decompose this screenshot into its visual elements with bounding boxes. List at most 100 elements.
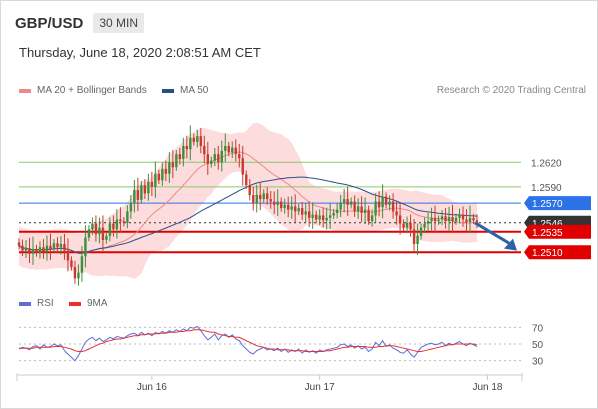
candle-body <box>161 168 164 181</box>
x-axis-label: Jun 16 <box>137 382 167 393</box>
symbol-title: GBP/USD <box>15 14 84 32</box>
price-label-support: 1.2510 <box>524 245 591 259</box>
candle-body <box>154 173 157 187</box>
candle-body <box>402 223 405 228</box>
legend-ma-bollinger: MA 20 + Bollinger Bands <box>19 85 147 96</box>
x-axis: Jun 16 Jun 17 Jun 18 <box>16 373 523 393</box>
candle-body <box>255 195 258 204</box>
candle-body <box>433 217 437 222</box>
price-label-pivot: 1.2570 <box>524 196 591 211</box>
candle-body <box>224 145 227 151</box>
candle-body <box>468 217 472 222</box>
candle-body <box>332 212 335 216</box>
rsi-swatch-icon <box>19 301 31 306</box>
candle-body <box>38 247 42 254</box>
candle-body <box>231 147 234 153</box>
candle-body <box>42 247 45 252</box>
candle-body <box>140 185 143 200</box>
rsi-tick-label: 30 <box>532 357 544 368</box>
candles-layer <box>17 125 479 286</box>
forecast-arrow-head <box>504 238 517 251</box>
candle-body <box>363 209 367 213</box>
chart-timestamp: Thursday, June 18, 2020 2:08:51 AM CET <box>19 45 261 60</box>
candle-body <box>318 215 321 220</box>
candle-body <box>105 235 108 240</box>
candle-body <box>108 223 112 236</box>
candle-body <box>248 185 251 195</box>
candle-body <box>129 203 133 212</box>
candle-body <box>234 147 237 155</box>
candle-body <box>430 217 433 222</box>
legend-rsi: RSI <box>19 298 54 309</box>
candle-body <box>115 219 119 230</box>
candle-body <box>150 181 154 187</box>
candle-body <box>269 199 272 202</box>
candle-body <box>262 193 265 200</box>
candle-body <box>346 199 349 205</box>
candle-body <box>405 222 409 228</box>
candle-body <box>171 162 175 168</box>
candle-body <box>31 248 35 254</box>
rsi-tick-label: 70 <box>532 323 544 334</box>
x-axis-label: Jun 17 <box>305 382 335 393</box>
candle-body <box>465 219 468 222</box>
candle-body <box>119 219 122 222</box>
candle-body <box>252 195 255 204</box>
timeframe-badge[interactable]: 30 MIN <box>93 13 145 33</box>
candle-body <box>314 214 318 220</box>
candle-body <box>178 154 182 160</box>
candle-body <box>360 206 363 213</box>
candle-body <box>266 193 269 200</box>
candle-body <box>342 199 346 204</box>
candle-body <box>426 221 430 224</box>
candle-body <box>59 244 63 248</box>
forecast-arrow-layer <box>474 221 517 251</box>
candle-body <box>56 243 59 248</box>
rsi-tick-label: 50 <box>532 340 544 351</box>
candle-body <box>28 248 31 254</box>
candle-body <box>91 223 94 230</box>
candle-body <box>87 229 91 238</box>
rsi-line <box>18 325 478 362</box>
candle-body <box>213 154 216 161</box>
legend-ma50-label: MA 50 <box>180 85 209 96</box>
candle-body <box>451 217 454 222</box>
moving-averages-layer <box>18 151 478 254</box>
candle-body <box>52 243 56 249</box>
chart-header: GBP/USD 30 MIN <box>15 11 145 35</box>
candle-body <box>182 145 185 160</box>
candle-body <box>210 160 213 164</box>
rsi-ma-line <box>19 329 478 352</box>
price-level-label: 1.2570 <box>532 199 563 210</box>
research-credit: Research © 2020 Trading Central <box>436 85 586 96</box>
candle-body <box>94 223 98 235</box>
rsi-ma-swatch-icon <box>69 301 81 306</box>
candle-body <box>353 201 356 212</box>
candle-body <box>374 201 377 216</box>
candle-body <box>391 201 395 212</box>
candle-body <box>356 206 360 212</box>
candle-body <box>98 227 101 235</box>
candle-body <box>293 206 297 212</box>
candle-body <box>454 217 458 222</box>
price-label-box <box>524 196 591 211</box>
candle-body <box>412 229 416 245</box>
x-axis-label: Jun 18 <box>472 382 502 393</box>
candle-body <box>245 174 248 186</box>
candle-body <box>377 201 381 208</box>
candle-body <box>335 209 339 213</box>
bollinger-band-area <box>19 122 477 279</box>
candle-body <box>168 162 171 174</box>
candle-body <box>45 245 49 252</box>
price-level-label: 1.2620 <box>531 158 562 169</box>
candle-body <box>461 214 465 220</box>
candle-body <box>276 201 279 205</box>
ma50-line <box>18 176 478 254</box>
candle-body <box>325 217 328 221</box>
legend-rsi-ma: 9MA <box>69 298 108 309</box>
candle-body <box>238 154 241 159</box>
candle-body <box>189 137 192 150</box>
price-label-support: 1.2535 <box>524 224 591 239</box>
candle-body <box>143 185 147 194</box>
